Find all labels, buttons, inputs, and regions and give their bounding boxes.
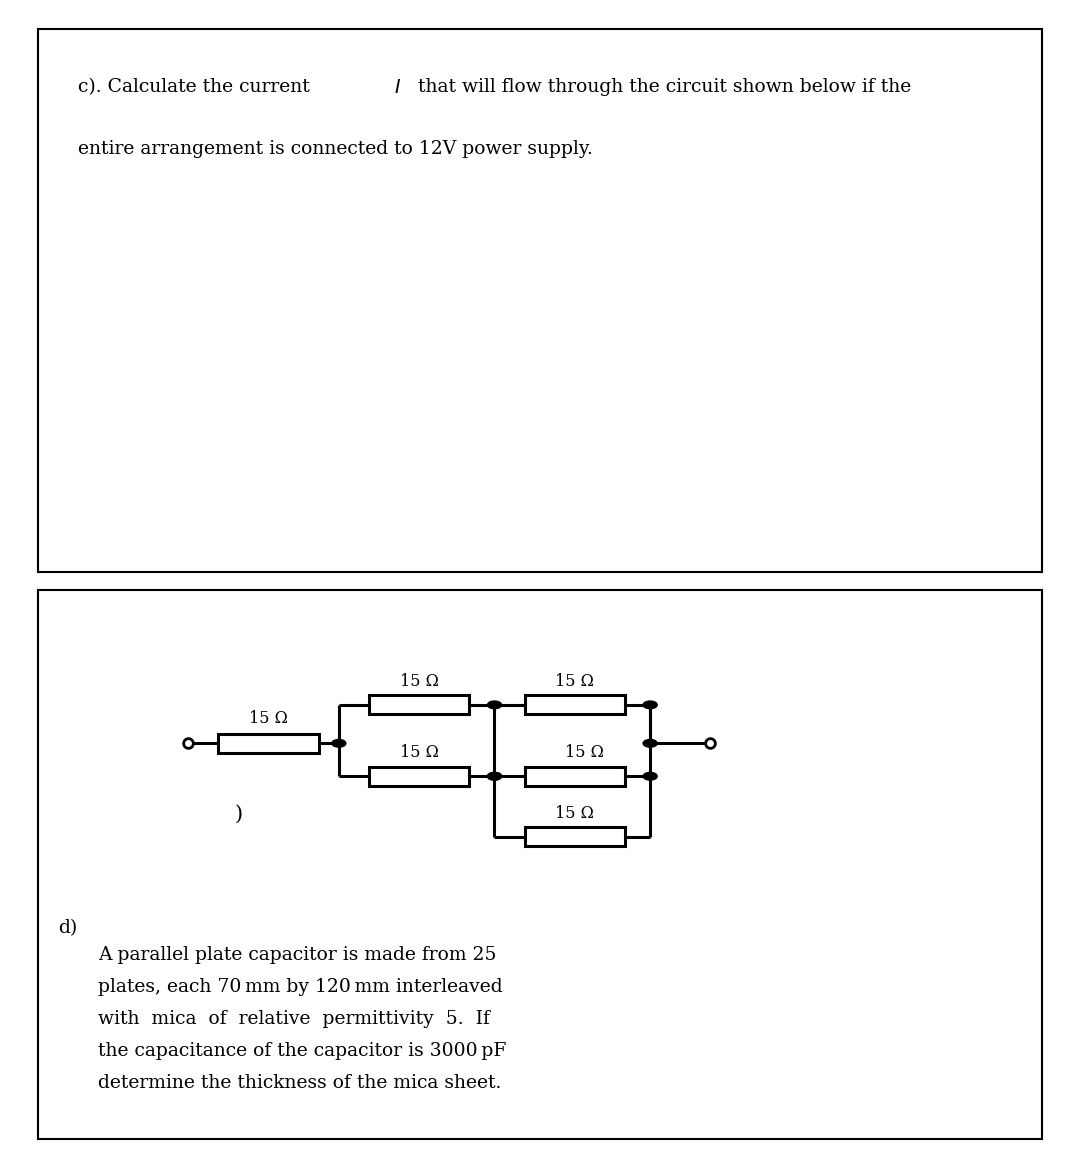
Bar <box>524 766 625 786</box>
Text: 15 Ω: 15 Ω <box>555 673 594 690</box>
Text: determine the thickness of the mica sheet.: determine the thickness of the mica shee… <box>98 1074 502 1092</box>
Text: that will flow through the circuit shown below if the: that will flow through the circuit shown… <box>412 77 912 96</box>
Text: with  mica  of  relative  permittivity  5.  If: with mica of relative permittivity 5. If <box>98 1010 490 1028</box>
Text: plates, each 70 mm by 120 mm interleaved: plates, each 70 mm by 120 mm interleaved <box>98 978 503 996</box>
Circle shape <box>643 740 657 747</box>
Circle shape <box>332 740 346 747</box>
Circle shape <box>488 701 502 709</box>
Circle shape <box>643 701 657 709</box>
Text: A parallel plate capacitor is made from 25: A parallel plate capacitor is made from … <box>98 947 496 964</box>
Circle shape <box>643 772 657 780</box>
Bar <box>369 766 469 786</box>
Bar <box>524 695 625 714</box>
Text: 15 Ω: 15 Ω <box>565 744 605 761</box>
Circle shape <box>488 772 502 780</box>
Bar <box>524 827 625 846</box>
Text: 15 Ω: 15 Ω <box>249 710 288 727</box>
Text: d): d) <box>58 919 77 938</box>
Text: $\mathit{I}$: $\mathit{I}$ <box>394 77 401 97</box>
Text: entire arrangement is connected to 12V power supply.: entire arrangement is connected to 12V p… <box>77 140 593 158</box>
Text: ): ) <box>234 806 243 824</box>
Bar <box>218 734 319 753</box>
Text: 15 Ω: 15 Ω <box>400 744 438 761</box>
Text: the capacitance of the capacitor is 3000 pF: the capacitance of the capacitor is 3000… <box>98 1042 506 1060</box>
Circle shape <box>488 772 502 780</box>
Bar <box>369 695 469 714</box>
Text: c). Calculate the current: c). Calculate the current <box>77 77 316 96</box>
Text: 15 Ω: 15 Ω <box>555 805 594 822</box>
Text: 15 Ω: 15 Ω <box>400 673 438 690</box>
